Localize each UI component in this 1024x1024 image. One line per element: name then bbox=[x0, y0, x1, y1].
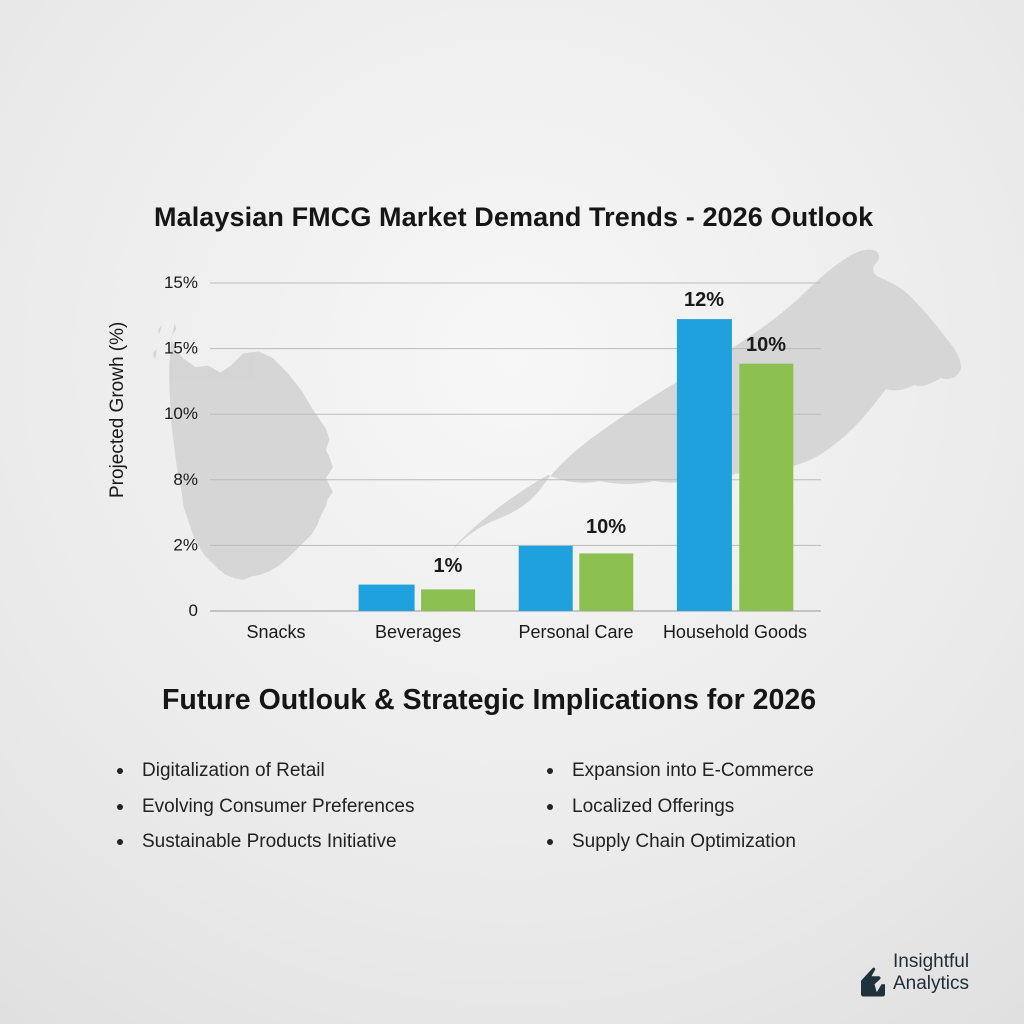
svg-text:Household Goods: Household Goods bbox=[663, 622, 807, 642]
svg-text:Beverages: Beverages bbox=[375, 622, 461, 642]
svg-text:10%: 10% bbox=[586, 516, 626, 538]
svg-text:15%: 15% bbox=[164, 273, 198, 292]
svg-text:2%: 2% bbox=[173, 535, 198, 554]
svg-text:8%: 8% bbox=[173, 470, 198, 489]
svg-text:1%: 1% bbox=[434, 555, 463, 577]
svg-text:10%: 10% bbox=[746, 334, 786, 356]
svg-text:15%: 15% bbox=[164, 339, 198, 358]
svg-text:0: 0 bbox=[189, 601, 198, 620]
svg-text:Personal Care: Personal Care bbox=[518, 622, 633, 642]
svg-text:10%: 10% bbox=[164, 404, 198, 423]
svg-text:Snacks: Snacks bbox=[246, 622, 305, 642]
svg-text:12%: 12% bbox=[684, 289, 724, 311]
